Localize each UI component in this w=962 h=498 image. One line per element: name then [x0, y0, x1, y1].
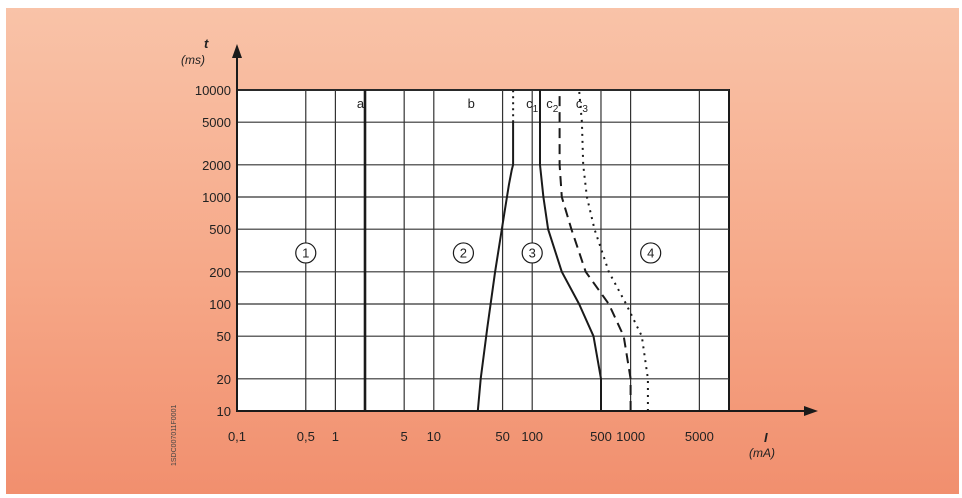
y-tick-label: 2000 [202, 158, 231, 173]
x-axis-arrow [804, 406, 818, 416]
y-axis-label: t [204, 36, 209, 51]
time-current-chart: 0,1 0,5 1 5 10 50 100 500 1000 5000 10000 5000 2000 1… [171, 36, 818, 466]
zone-circle [452, 242, 475, 264]
y-tick-label: 10 [217, 404, 231, 419]
y-tick-label: 500 [209, 222, 231, 237]
zone-marker-1: 1 [295, 242, 317, 264]
zone-number: 4 [647, 245, 654, 260]
y-axis-unit: (ms) [181, 53, 205, 67]
zone-circle [640, 242, 662, 264]
x-tick-label: 1 [332, 429, 339, 444]
x-tick-label: 1000 [616, 429, 645, 444]
x-tick-label: 50 [495, 429, 509, 444]
series-c2 [558, 90, 632, 411]
x-axis-unit: (mA) [749, 446, 775, 460]
zone-circle [521, 242, 543, 264]
y-tick-label: 200 [209, 265, 231, 280]
y-tick-label: 50 [217, 329, 231, 344]
y-tick-label: 20 [217, 372, 231, 387]
side-code: 1SDC007011F0001 [171, 405, 178, 466]
x-tick-label: 10 [427, 429, 441, 444]
zone-circle [295, 242, 317, 264]
y-tick-label: 10000 [195, 83, 231, 98]
x-tick-label: 0,1 [228, 429, 246, 444]
x-tick-label: 5 [401, 429, 408, 444]
curve-label-b: b [468, 96, 475, 111]
y-axis-arrow [232, 44, 242, 58]
labels: 0,1 0,5 1 5 10 50 100 500 1000 5000 10000 5000 2000 1… [195, 83, 714, 444]
zone-number: 2 [460, 245, 467, 260]
x-tick-label: 0,5 [297, 429, 315, 444]
series-c1 [539, 90, 602, 411]
y-tick-label: 5000 [202, 115, 231, 130]
series-b [476, 122, 515, 412]
x-tick-label: 100 [521, 429, 543, 444]
zone-number: 3 [529, 245, 536, 260]
y-tick-label: 1000 [202, 190, 231, 205]
curves [363, 89, 649, 412]
x-axis-label: I [764, 430, 768, 445]
zone-marker-2: 2 [452, 242, 475, 264]
chart-container: 0,1 0,5 1 5 10 50 100 500 1000 5000 10000 5000 2000 1… [6, 8, 959, 494]
zone-marker-3: 3 [521, 242, 543, 264]
x-tick-label: 500 [590, 429, 612, 444]
x-tick-label: 5000 [685, 429, 714, 444]
axes [232, 44, 818, 416]
y-tick-label: 100 [209, 297, 231, 312]
zone-number: 1 [302, 245, 309, 260]
curve-label-a: a [357, 96, 365, 111]
zone-marker-4: 4 [640, 242, 662, 264]
